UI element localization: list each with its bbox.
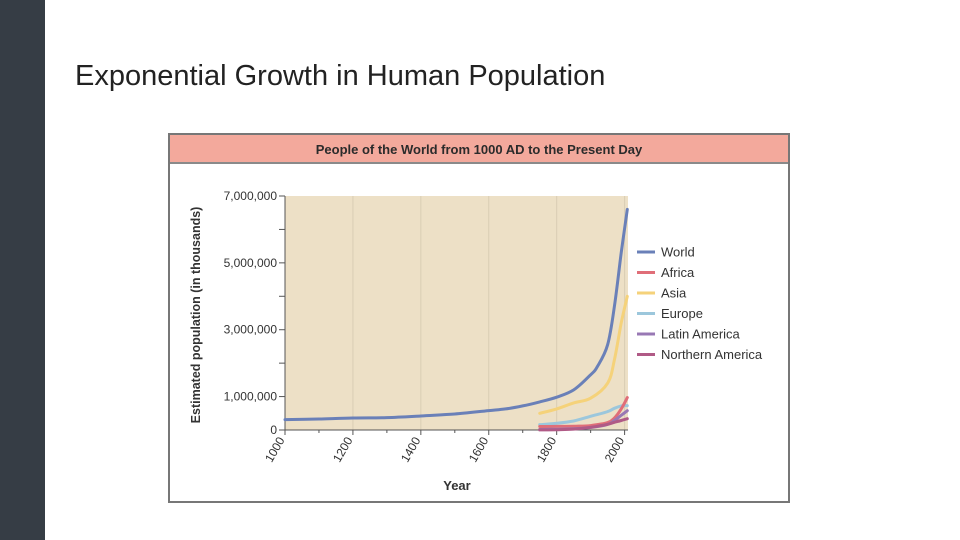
series-line-northern-america [538,417,629,432]
series-line-europe [538,404,629,427]
legend-label-world: World [661,245,695,260]
legend-label-northern-america: Northern America [661,347,763,362]
x-tick-label: 1400 [398,434,424,464]
slide-sidebar [0,0,45,540]
population-chart: 0 1,000,000 3,000,000 5,000,000 7,000,000 100… [189,189,763,493]
y-axis-label: Estimated population (in thousands) [189,207,203,424]
x-tick-label: 1800 [534,434,560,464]
chart-header: People of the World from 1000 AD to the … [170,135,788,164]
slide-title: Exponential Growth in Human Population [75,60,606,92]
legend-label-europe: Europe [661,306,703,321]
x-tick-label: 1200 [330,434,356,464]
legend-label-asia: Asia [661,286,687,301]
x-tick-label: 1000 [262,434,288,464]
legend-label-africa: Africa [661,265,695,280]
legend-label-latin-america: Latin America [661,327,741,342]
x-axis-label: Year [443,478,470,493]
y-tick-label: 5,000,000 [224,256,278,270]
y-tick-label: 0 [270,423,277,437]
chart-frame: People of the World from 1000 AD to the … [168,133,790,503]
x-tick-label: 1600 [466,434,492,464]
y-tick-label: 3,000,000 [224,323,278,337]
x-tick-label: 2000 [602,434,628,464]
series-line-asia [538,294,629,415]
plot-area [285,196,628,430]
y-tick-label: 7,000,000 [224,189,278,203]
chart-title: People of the World from 1000 AD to the … [315,142,643,157]
y-tick-label: 1,000,000 [224,390,278,404]
series-line-world [283,207,629,422]
